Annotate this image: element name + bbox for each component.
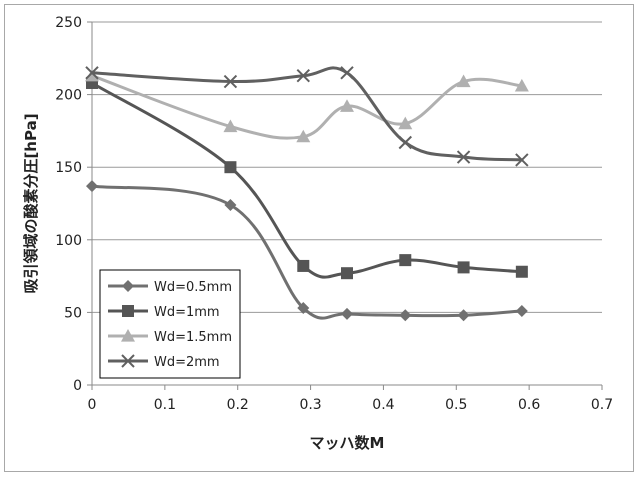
series-1	[86, 180, 528, 322]
data-point	[457, 261, 470, 274]
data-point	[515, 304, 528, 317]
data-point	[399, 254, 412, 267]
axes: 0 50 100 150 200 250 0 0.1 0.2 0.3 0.4 0.5 0.6 0.7	[55, 15, 613, 413]
legend-marker	[122, 305, 134, 317]
data-point	[223, 119, 238, 133]
series-line	[90, 66, 524, 162]
y-tick-label: 150	[55, 160, 82, 176]
data-point	[398, 116, 413, 130]
data-point	[514, 78, 529, 92]
data-point	[296, 69, 310, 83]
marker-x-stroke	[515, 153, 529, 167]
data-point	[223, 74, 238, 89]
x-tick-label: 0.5	[445, 397, 467, 413]
x-axis-title: マッハ数M	[310, 434, 385, 452]
legend-marker	[121, 354, 135, 368]
data-point	[456, 150, 471, 164]
legend: Wd=0.5mm Wd=1mm Wd=1.5mm Wd=2mm	[99, 269, 241, 379]
series-2	[86, 76, 528, 280]
marker-x-stroke	[223, 74, 238, 89]
x-tick-label: 0	[88, 397, 97, 413]
data-point	[515, 153, 529, 167]
legend-label: Wd=2mm	[154, 355, 220, 370]
data-point	[85, 68, 99, 82]
legend-entry: Wd=1mm	[108, 305, 220, 320]
legend-label: Wd=0.5mm	[154, 280, 232, 295]
data-point	[340, 66, 354, 80]
x-tick-label: 0.1	[154, 397, 176, 413]
marker-x-stroke	[85, 66, 99, 80]
legend-marker	[121, 329, 135, 342]
data-point	[399, 309, 412, 322]
data-point	[341, 267, 353, 280]
legend-entry: Wd=2mm	[108, 354, 220, 370]
x-tick-label: 0.7	[591, 397, 613, 413]
x-tick-label: 0.4	[372, 397, 394, 413]
data-point	[457, 309, 470, 322]
series-3	[85, 68, 529, 143]
legend-entry: Wd=1.5mm	[108, 329, 232, 345]
y-tick-label: 0	[73, 378, 82, 394]
data-point	[296, 129, 311, 143]
series-line	[90, 81, 524, 279]
y-tick-label: 100	[55, 233, 82, 249]
data-point	[398, 135, 412, 150]
data-point	[224, 198, 237, 211]
y-tick-label: 250	[55, 15, 82, 31]
marker-x-stroke	[456, 150, 471, 164]
data-point	[340, 99, 354, 112]
legend-entry: Wd=0.5mm	[108, 280, 232, 295]
x-tick-label: 0.6	[518, 397, 540, 413]
x-tick-label: 0.3	[299, 397, 321, 413]
y-tick-label: 200	[55, 88, 82, 104]
data-point	[456, 74, 471, 88]
data-point	[515, 265, 528, 278]
x-tick-label: 0.2	[227, 397, 249, 413]
legend-label: Wd=1.5mm	[154, 330, 232, 345]
y-tick-label: 50	[64, 305, 82, 321]
series-4	[85, 66, 529, 167]
marker-x-stroke	[121, 354, 135, 368]
legend-marker	[122, 280, 134, 292]
y-axis-title: 吸引領域の酸素分圧[hPa]	[22, 113, 40, 293]
data-point	[224, 161, 237, 174]
legend-label: Wd=1mm	[154, 305, 220, 320]
data-point	[297, 259, 310, 272]
data-point	[341, 307, 353, 320]
marker-x-stroke	[296, 69, 310, 83]
marker-x-stroke	[340, 66, 354, 80]
data-point	[85, 66, 99, 80]
data-point	[86, 180, 98, 193]
data-point	[297, 302, 310, 315]
marker-x-stroke	[398, 135, 412, 150]
series-line	[90, 74, 524, 140]
series-layer	[85, 66, 529, 322]
